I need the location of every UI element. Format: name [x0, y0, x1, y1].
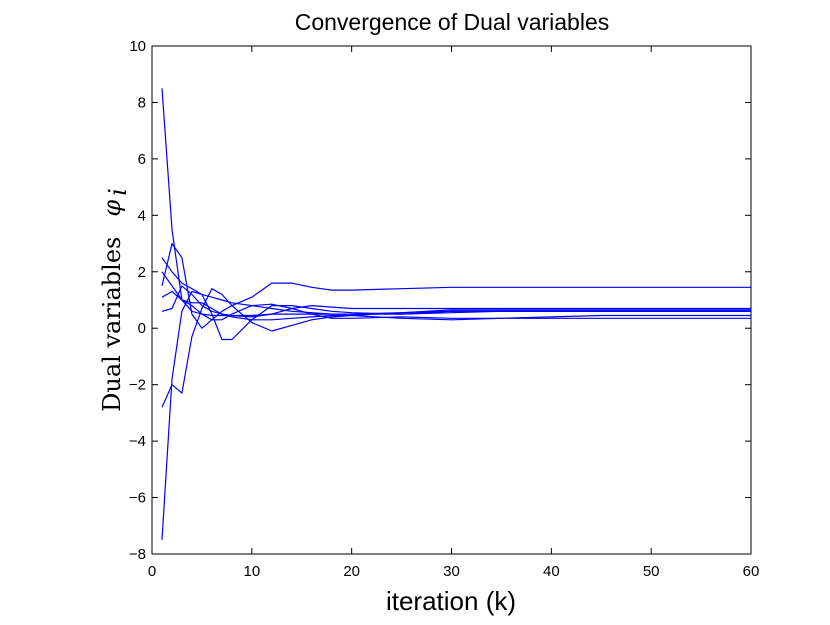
x-tick-label: 30: [443, 563, 460, 580]
y-tick-label: 2: [138, 264, 146, 281]
series-line-2: [161, 290, 751, 540]
plot-area: 0 10 20 30 40 50 60 −8 −6 −4 −2 0 2 4 6 8 10: [129, 38, 759, 580]
y-tick-label: 0: [138, 320, 146, 337]
series-line-7: [161, 285, 751, 318]
x-tick-label: 50: [643, 563, 660, 580]
x-tick-label: 20: [343, 563, 360, 580]
y-tick-label: 4: [138, 207, 146, 224]
y-tick-label: 10: [129, 38, 146, 55]
y-axis-label: Dual variables φ i: [98, 188, 132, 412]
x-tick-label: 60: [743, 563, 760, 580]
x-tick-label: 10: [243, 563, 260, 580]
series-line-6: [161, 290, 751, 321]
y-tick-label: −6: [129, 490, 146, 507]
y-tick-label: −4: [129, 433, 146, 450]
y-tick-label: 8: [138, 94, 146, 111]
y-axis-label-group: Dual variables φ i: [98, 188, 132, 412]
series-line-8: [161, 271, 751, 321]
y-axis-label-text: Dual variables: [98, 237, 126, 412]
y-tick-label: −2: [129, 377, 146, 394]
x-tick-label: 40: [543, 563, 560, 580]
x-ticks: 0 10 20 30 40 50 60: [148, 46, 760, 580]
chart-title: Convergence of Dual variables: [295, 9, 610, 35]
y-axis-label-symbol: φ: [98, 200, 126, 217]
series-lines: [161, 88, 751, 540]
y-tick-label: −8: [129, 546, 146, 563]
x-tick-label: 0: [148, 563, 156, 580]
y-axis-label-subscript: i: [104, 188, 132, 196]
plot-frame: [151, 45, 752, 555]
series-line-5: [161, 257, 751, 341]
series-line-4: [161, 288, 751, 408]
y-ticks: −8 −6 −4 −2 0 2 4 6 8 10: [129, 38, 751, 563]
series-line-1: [161, 88, 751, 317]
x-axis-label: iteration (k): [386, 586, 516, 616]
y-tick-label: 6: [138, 151, 146, 168]
